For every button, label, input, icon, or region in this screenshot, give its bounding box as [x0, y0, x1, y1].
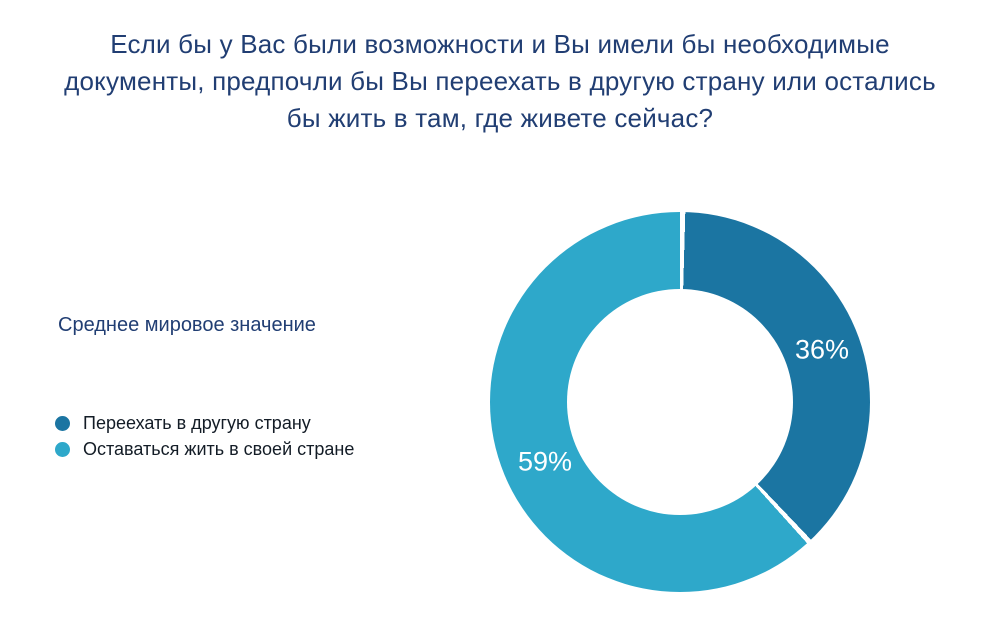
legend-dot-icon: [55, 441, 70, 457]
legend-item-stay: Оставаться жить в своей стране: [55, 436, 354, 462]
legend: Переехать в другую страну Оставаться жит…: [55, 410, 354, 462]
donut-hole: [567, 289, 793, 515]
chart-title: Если бы у Вас были возможности и Вы имел…: [64, 29, 936, 133]
legend-dot-icon: [55, 415, 70, 431]
slice-label-move: 36%: [794, 334, 850, 365]
slice-label-stay: 59%: [517, 446, 573, 477]
average-world-value-label: Среднее мировое значение: [58, 314, 316, 336]
legend-item-move: Переехать в другую страну: [55, 410, 354, 436]
legend-label: Оставаться жить в своей стране: [83, 438, 355, 459]
donut-chart: 36% 59%: [490, 212, 870, 592]
legend-label: Переехать в другую страну: [83, 412, 311, 433]
